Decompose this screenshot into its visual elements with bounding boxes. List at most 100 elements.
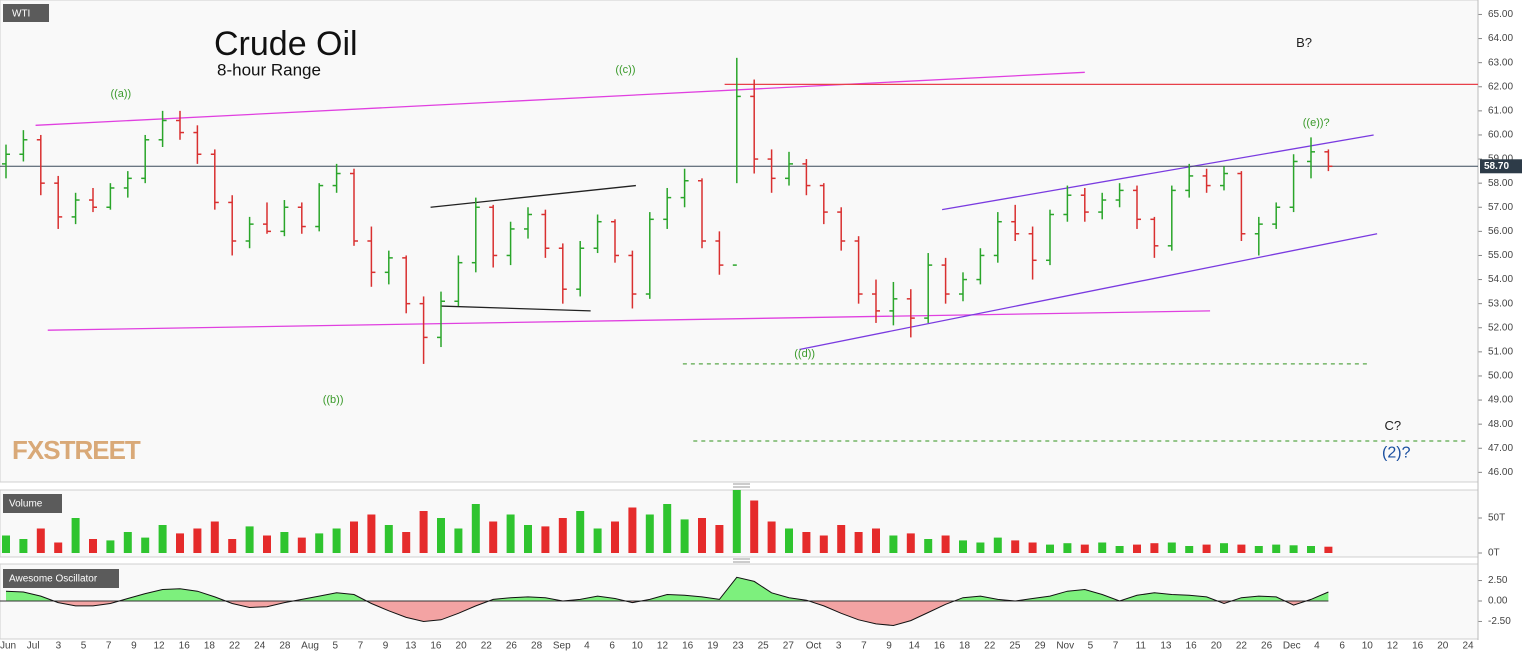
x-tick-label: 24 bbox=[254, 641, 266, 652]
volume-bar bbox=[350, 521, 358, 553]
volume-bar bbox=[645, 514, 654, 553]
volume-bar bbox=[315, 533, 324, 553]
volume-bar bbox=[558, 518, 567, 553]
trend-line bbox=[440, 305, 591, 312]
y-tick-label: 2.50 bbox=[1488, 575, 1508, 586]
pane-badge bbox=[3, 494, 62, 513]
volume-bar bbox=[854, 532, 863, 553]
x-tick-label: 11 bbox=[1136, 641, 1147, 652]
x-tick-label: 22 bbox=[1236, 641, 1248, 652]
y-tick-label: 46.00 bbox=[1488, 467, 1513, 478]
x-tick-label: 12 bbox=[657, 641, 669, 652]
wave-label: C? bbox=[1384, 418, 1401, 433]
x-tick-label: 23 bbox=[732, 641, 744, 652]
volume-bar bbox=[959, 540, 967, 553]
volume-bar bbox=[889, 535, 898, 553]
volume-bar bbox=[19, 539, 28, 553]
volume-bar bbox=[367, 514, 376, 553]
volume-bar bbox=[593, 528, 602, 553]
x-tick-label: 20 bbox=[1437, 641, 1449, 652]
volume-bar bbox=[384, 525, 393, 553]
trend-line bbox=[799, 233, 1378, 351]
volume-bar bbox=[611, 521, 619, 553]
price-plot bbox=[0, 57, 1478, 442]
volume-bar bbox=[750, 500, 759, 553]
volume-bar bbox=[2, 535, 10, 553]
x-tick-label: 9 bbox=[886, 641, 892, 652]
x-tick-label: 27 bbox=[783, 641, 795, 652]
y-tick-label: 49.00 bbox=[1488, 395, 1513, 406]
x-tick-label: Aug bbox=[301, 641, 319, 652]
pane-title: Awesome Oscillator bbox=[9, 574, 98, 585]
y-tick-label: 50T bbox=[1488, 513, 1505, 524]
x-tick-label: 6 bbox=[1339, 641, 1345, 652]
volume-bar bbox=[785, 528, 793, 553]
x-tick-label: 7 bbox=[1113, 641, 1119, 652]
volume-bar bbox=[1220, 543, 1228, 553]
volume-bar bbox=[663, 504, 672, 553]
x-tick-label: 25 bbox=[758, 641, 770, 652]
y-tick-label: 51.00 bbox=[1488, 347, 1513, 358]
x-tick-label: 18 bbox=[204, 641, 216, 652]
volume-bar bbox=[872, 528, 880, 553]
volume-bar bbox=[906, 533, 915, 553]
x-tick-label: 18 bbox=[959, 641, 971, 652]
volume-bar bbox=[193, 528, 202, 553]
volume-bar bbox=[1167, 542, 1176, 553]
x-tick-label: Oct bbox=[806, 641, 822, 652]
x-tick-label: 22 bbox=[984, 641, 996, 652]
x-tick-label: 9 bbox=[131, 641, 137, 652]
x-tick-label: 14 bbox=[909, 641, 921, 652]
volume-bar bbox=[437, 518, 445, 553]
volume-bar bbox=[1063, 543, 1072, 553]
symbol-badge bbox=[3, 4, 49, 22]
x-tick-label: 5 bbox=[332, 641, 338, 652]
y-tick-label: -2.50 bbox=[1488, 616, 1511, 627]
x-tick-label: Dec bbox=[1283, 641, 1301, 652]
y-tick-label: 55.00 bbox=[1488, 250, 1513, 261]
volume-bar bbox=[471, 504, 480, 553]
volume-bar bbox=[1289, 545, 1298, 553]
volume-bar bbox=[1011, 540, 1020, 553]
x-tick-label: 5 bbox=[81, 641, 87, 652]
chart-title: Crude Oil bbox=[214, 25, 358, 63]
x-tick-label: 7 bbox=[106, 641, 112, 652]
x-tick-label: 3 bbox=[56, 641, 62, 652]
volume-bar bbox=[263, 535, 271, 553]
volume-bar bbox=[715, 525, 724, 553]
volume-bar bbox=[71, 518, 80, 553]
volume-bar bbox=[297, 537, 306, 553]
y-tick-label: 47.00 bbox=[1488, 443, 1513, 454]
volume-bar bbox=[524, 525, 532, 553]
volume-bar bbox=[245, 526, 254, 553]
x-tick-label: 22 bbox=[481, 641, 493, 652]
volume-bar bbox=[419, 511, 428, 553]
wave-label: ((c)) bbox=[615, 64, 635, 76]
x-tick-label: Jun bbox=[0, 641, 16, 652]
volume-bar bbox=[1098, 542, 1107, 553]
volume-bar bbox=[976, 542, 985, 553]
volume-bar bbox=[698, 518, 706, 553]
x-tick-label: 10 bbox=[1362, 641, 1374, 652]
x-tick-label: 22 bbox=[229, 641, 241, 652]
logo: FXSTREET bbox=[12, 435, 141, 465]
x-tick-label: 12 bbox=[153, 641, 165, 652]
wave-label: (2)? bbox=[1382, 444, 1411, 461]
volume-bar bbox=[1185, 546, 1194, 553]
volume-bar bbox=[123, 532, 132, 553]
x-tick-label: 4 bbox=[584, 641, 590, 652]
y-tick-label: 61.00 bbox=[1488, 106, 1513, 117]
x-tick-label: 19 bbox=[707, 641, 719, 652]
x-tick-label: 24 bbox=[1462, 641, 1474, 652]
volume-bar bbox=[1254, 546, 1263, 553]
y-tick-label: 52.00 bbox=[1488, 322, 1513, 333]
pane-title: Volume bbox=[9, 499, 43, 510]
volume-bar bbox=[176, 533, 184, 553]
volume-bar bbox=[628, 507, 637, 553]
wave-label: ((d)) bbox=[794, 348, 815, 360]
x-tick-label: 5 bbox=[1088, 641, 1094, 652]
volume-bar bbox=[228, 539, 237, 553]
x-tick-label: 6 bbox=[609, 641, 615, 652]
volume-bar bbox=[1237, 544, 1246, 553]
